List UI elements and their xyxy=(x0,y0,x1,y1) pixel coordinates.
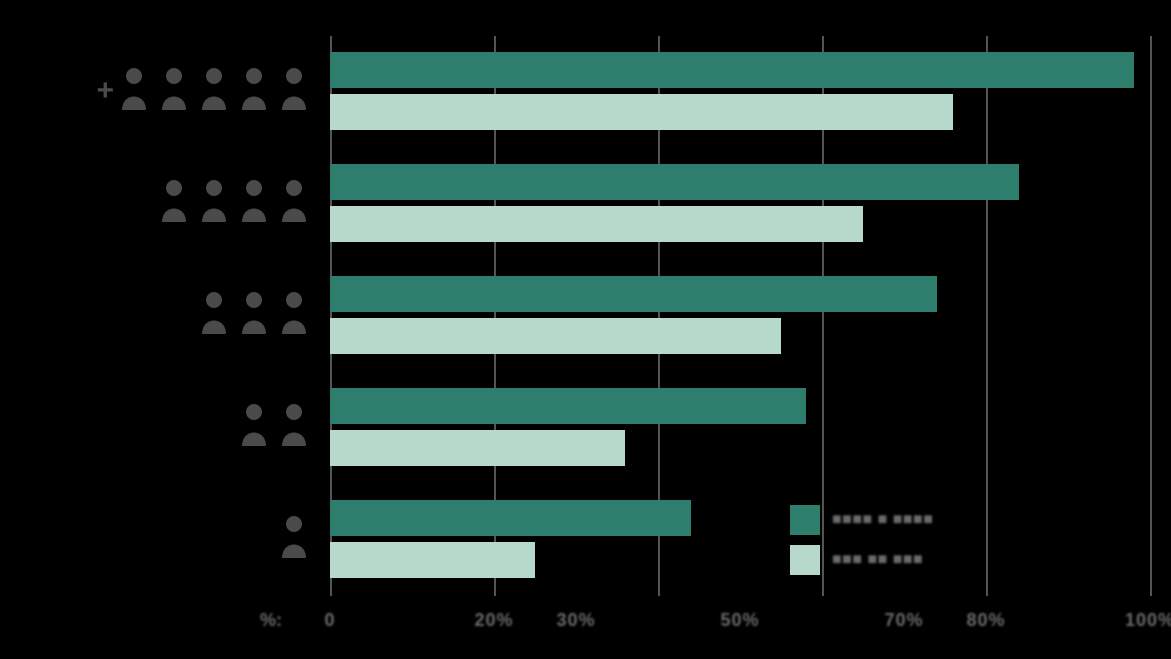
person-icon xyxy=(238,66,270,117)
bar-hh2-a xyxy=(330,388,806,424)
person-icon xyxy=(198,178,230,229)
legend-swatch xyxy=(790,545,820,575)
person-icon xyxy=(238,178,270,229)
legend-item-b: ■■■ ■■ ■■■ xyxy=(790,545,933,575)
bar-hh1-b xyxy=(330,542,535,578)
person-icon xyxy=(158,66,190,117)
gridline xyxy=(986,36,988,596)
chart-container: + 020%30%50%70%80%100% %: ■■■■ ■ ■■■■■■■… xyxy=(0,0,1171,659)
person-icon xyxy=(238,402,270,453)
person-icon xyxy=(238,290,270,341)
person-icon xyxy=(278,402,310,453)
bar-hh4-b xyxy=(330,206,863,242)
category-hh4-icons xyxy=(0,167,310,239)
bar-hh1-a xyxy=(330,500,691,536)
person-icon xyxy=(118,66,150,117)
category-hh5plus-icons: + xyxy=(0,55,310,127)
plot-area xyxy=(330,36,1150,596)
category-hh1-icons xyxy=(0,503,310,575)
gridline xyxy=(1150,36,1152,596)
person-icon xyxy=(278,290,310,341)
x-tick-label: 50% xyxy=(720,610,759,631)
legend: ■■■■ ■ ■■■■ ■■■ ■■ ■■■ xyxy=(790,505,933,575)
category-hh3-icons xyxy=(0,279,310,351)
bar-hh4-a xyxy=(330,164,1019,200)
person-icon xyxy=(278,514,310,565)
x-tick-label: 20% xyxy=(474,610,513,631)
x-tick-label: 80% xyxy=(966,610,1005,631)
person-icon xyxy=(198,66,230,117)
bar-hh5plus-a xyxy=(330,52,1134,88)
legend-label: ■■■■ ■ ■■■■ xyxy=(832,511,933,529)
x-tick-label: 100% xyxy=(1125,610,1171,631)
category-hh2-icons xyxy=(0,391,310,463)
x-tick-label: 0 xyxy=(324,610,335,631)
x-tick-label: 30% xyxy=(556,610,595,631)
x-tick-label: 70% xyxy=(884,610,923,631)
x-axis-label-prefix: %: xyxy=(260,610,282,631)
bar-hh2-b xyxy=(330,430,625,466)
person-icon xyxy=(278,178,310,229)
bar-hh5plus-b xyxy=(330,94,953,130)
legend-item-a: ■■■■ ■ ■■■■ xyxy=(790,505,933,535)
bar-hh3-a xyxy=(330,276,937,312)
person-icon xyxy=(278,66,310,117)
person-icon xyxy=(158,178,190,229)
legend-label: ■■■ ■■ ■■■ xyxy=(832,551,923,569)
bar-hh3-b xyxy=(330,318,781,354)
person-icon xyxy=(198,290,230,341)
legend-swatch xyxy=(790,505,820,535)
plus-icon: + xyxy=(96,76,114,106)
